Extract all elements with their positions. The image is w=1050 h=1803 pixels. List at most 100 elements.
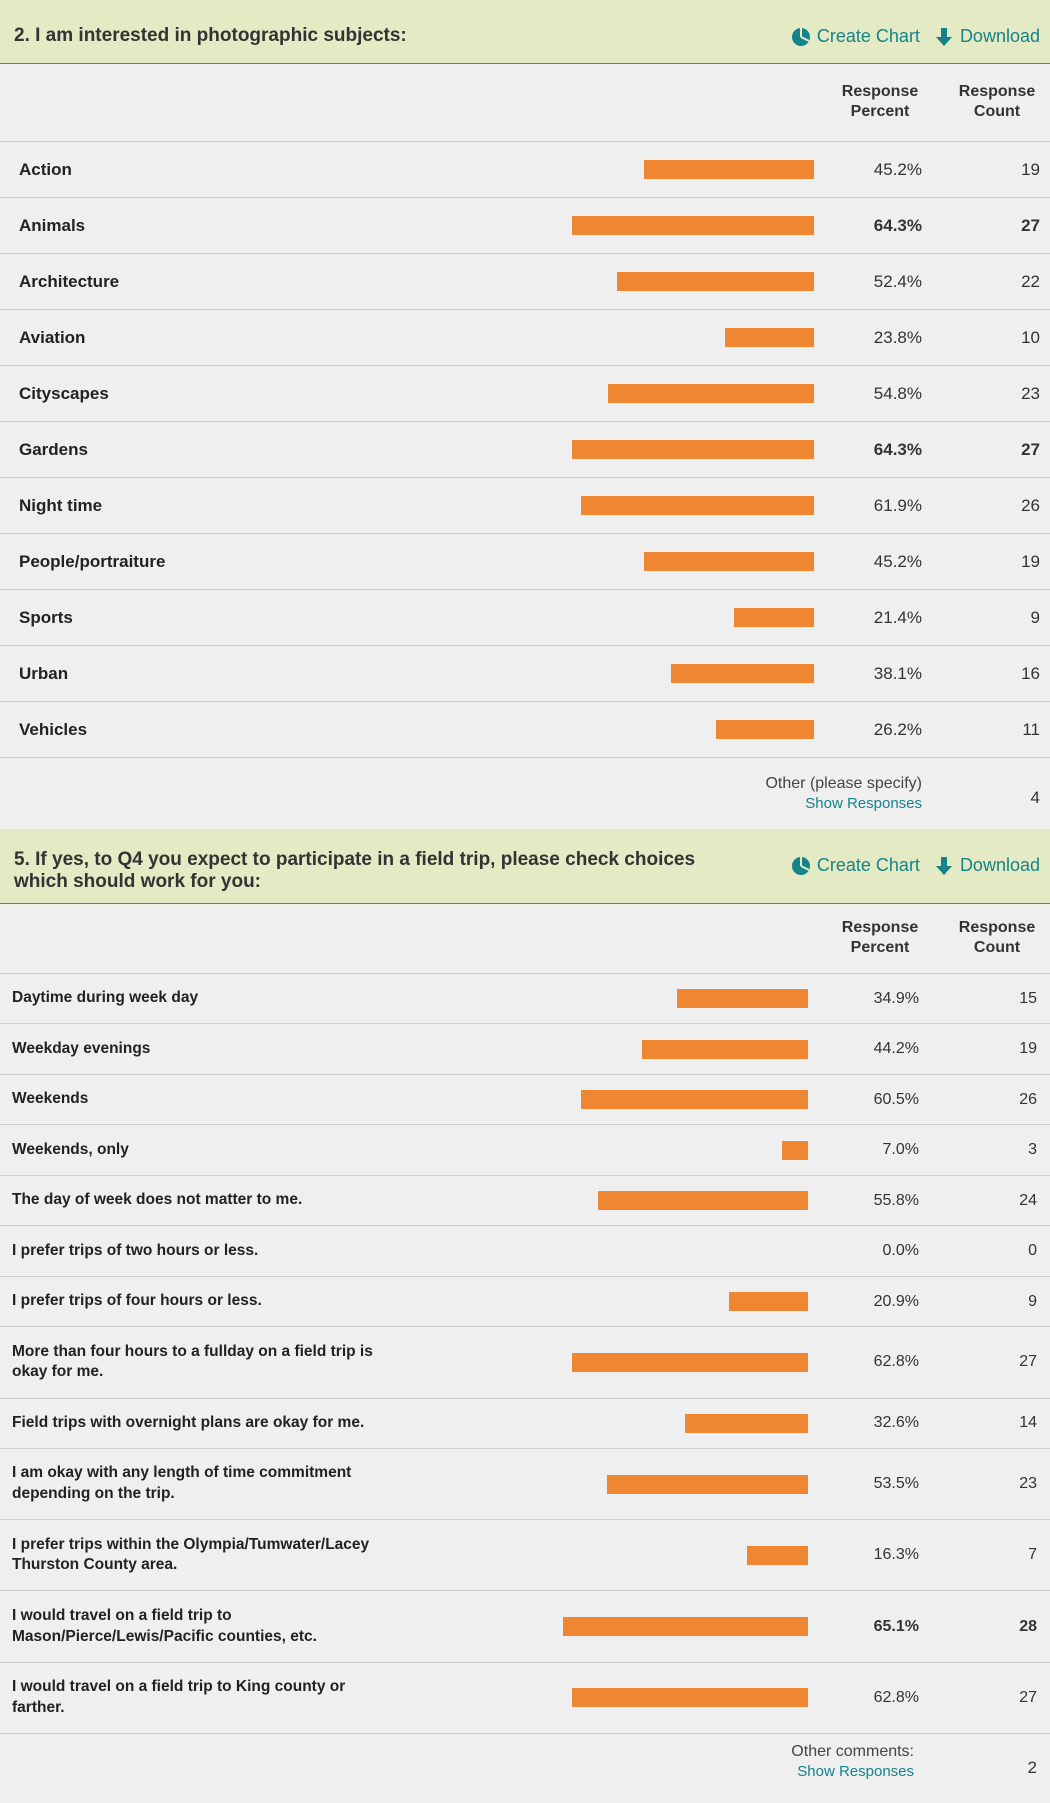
response-percent: 62.8% (873, 1353, 919, 1371)
response-percent: 32.6% (873, 1414, 919, 1432)
answer-row: I would travel on a field trip to Mason/… (0, 1591, 1050, 1663)
answer-label: Vehicles (19, 720, 88, 739)
response-count: 7 (1028, 1546, 1037, 1564)
answer-row: Field trips with overnight plans are oka… (0, 1399, 1050, 1450)
answer-row: Gardens 64.3% 27 (0, 422, 1050, 478)
download-icon (935, 27, 952, 46)
answer-label: I would travel on a field trip to King c… (12, 1678, 346, 1716)
answer-row: Cityscapes 54.8% 23 (0, 366, 1050, 422)
response-count: 26 (1019, 1090, 1037, 1108)
response-percent: 65.1% (873, 1617, 919, 1635)
column-header: Response Percent (841, 83, 919, 120)
show-responses-link[interactable]: Show Responses (797, 1762, 914, 1780)
action-label: Create Chart (816, 855, 920, 875)
response-percent: 20.9% (873, 1292, 919, 1310)
actions: Create Chart Download (791, 855, 1040, 876)
answer-label: Action (19, 160, 72, 179)
response-percent: 23.8% (873, 327, 922, 347)
response-percent: 38.1% (873, 663, 922, 683)
bar (571, 1352, 808, 1372)
download-icon (935, 856, 952, 875)
answer-label: Field trips with overnight plans are oka… (12, 1413, 365, 1431)
other-count: 4 (1030, 788, 1040, 807)
response-count: 9 (1030, 607, 1040, 627)
response-count: 24 (1019, 1191, 1037, 1209)
bar (580, 1090, 808, 1110)
answer-label: Cityscapes (19, 384, 109, 403)
answer-label: Weekends, only (12, 1140, 129, 1158)
bar (670, 664, 814, 683)
response-percent: 52.4% (873, 271, 922, 291)
bar (676, 989, 808, 1009)
answer-row: People/portraiture 45.2% 19 (0, 534, 1050, 590)
answer-label: I prefer trips of four hours or less. (12, 1292, 262, 1310)
answer-row: Weekday evenings 44.2% 19 (0, 1024, 1050, 1075)
answer-label: More than four hours to a fullday on a f… (12, 1342, 373, 1381)
answer-label: I would travel on a field trip to Mason/… (12, 1606, 317, 1645)
action-button[interactable]: Create Chart (791, 26, 920, 47)
bar (729, 1292, 808, 1312)
other-row: Other (please specify) Show Responses 4 (0, 758, 1050, 829)
action-button[interactable]: Create Chart (791, 855, 920, 876)
response-percent: 26.2% (873, 719, 922, 739)
bar (563, 1617, 808, 1637)
response-count: 10 (1021, 327, 1040, 347)
column-header: Response Count (958, 83, 1036, 120)
response-count: 27 (1021, 215, 1040, 235)
answer-row: I prefer trips of four hours or less. 20.… (0, 1277, 1050, 1328)
response-percent: 45.2% (873, 159, 922, 179)
answer-row: More than four hours to a fullday on a f… (0, 1327, 1050, 1399)
response-percent: 34.9% (873, 989, 919, 1007)
bar (644, 552, 814, 571)
bar (572, 216, 814, 235)
other-label: Other comments: Show Responses (791, 1742, 914, 1782)
bar (746, 1545, 808, 1565)
answer-label: Gardens (19, 440, 88, 459)
bar (724, 328, 814, 347)
answer-label: The day of week does not matter to me. (12, 1191, 303, 1209)
response-percent: 0.0% (882, 1242, 919, 1260)
response-count: 9 (1028, 1292, 1037, 1310)
answer-label: Aviation (19, 328, 86, 347)
bar (644, 160, 814, 179)
response-count: 23 (1019, 1475, 1037, 1493)
response-count: 27 (1019, 1353, 1037, 1371)
response-percent: 53.5% (873, 1475, 919, 1493)
answer-label: Weekday evenings (12, 1039, 151, 1057)
response-count: 26 (1021, 495, 1040, 515)
answer-label: Daytime during week day (12, 989, 199, 1007)
column-headers: Response Percent Response Count (0, 904, 1050, 974)
bar (685, 1413, 808, 1433)
action-label: Create Chart (816, 26, 920, 46)
response-percent: 60.5% (873, 1090, 919, 1108)
response-count: 19 (1021, 551, 1040, 571)
bar (781, 1140, 808, 1160)
show-responses-link[interactable]: Show Responses (805, 795, 922, 812)
response-count: 23 (1021, 383, 1040, 403)
answer-label: Weekends (12, 1090, 89, 1108)
response-percent: 54.8% (873, 383, 922, 403)
answer-row: Architecture 52.4% 22 (0, 254, 1050, 310)
answer-label: I am okay with any length of time commit… (12, 1464, 352, 1503)
answer-row: Sports 21.4% 9 (0, 590, 1050, 646)
answer-row: Aviation 23.8% 10 (0, 310, 1050, 366)
response-percent: 44.2% (873, 1040, 919, 1058)
answer-label: I prefer trips within the Olympia/Tumwat… (12, 1535, 370, 1574)
answer-row: Night time 61.9% 26 (0, 478, 1050, 534)
response-count: 0 (1028, 1242, 1037, 1260)
response-count: 16 (1021, 663, 1040, 683)
answer-row: Weekends, only 7.0% 3 (0, 1125, 1050, 1176)
answer-row: Vehicles 26.2% 11 (0, 702, 1050, 758)
action-label: Download (959, 26, 1040, 46)
other-label: Other (please specify) Show Responses (765, 774, 922, 814)
question-header: 2. I am interested in photographic subje… (0, 0, 1050, 64)
question-title: 5. If yes, to Q4 you expect to participa… (14, 849, 696, 892)
actions: Create Chart Download (791, 26, 1040, 47)
response-percent: 16.3% (873, 1546, 919, 1564)
action-button[interactable]: Download (934, 26, 1040, 47)
response-percent: 61.9% (873, 495, 922, 515)
action-button[interactable]: Download (934, 855, 1040, 876)
response-percent: 21.4% (873, 607, 922, 627)
column-header: Response Percent (841, 919, 919, 956)
